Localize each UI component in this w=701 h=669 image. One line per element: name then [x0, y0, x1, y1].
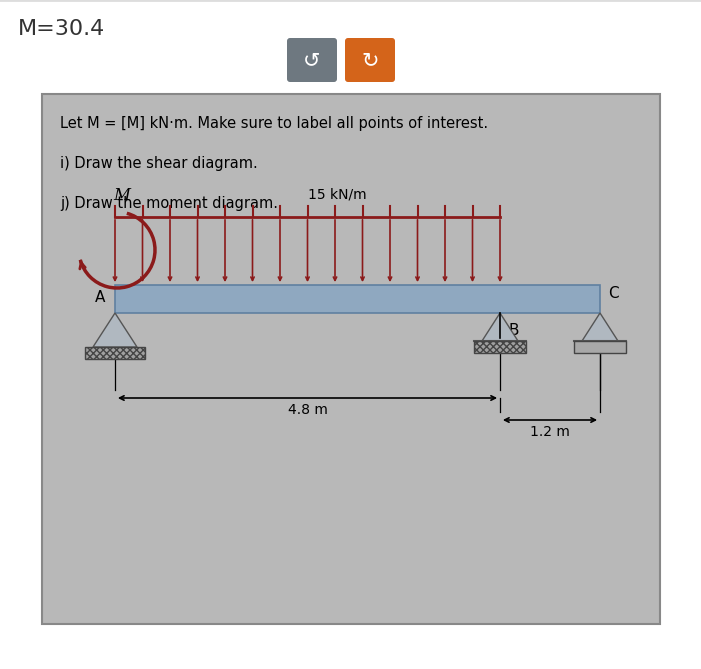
FancyBboxPatch shape	[287, 38, 337, 82]
Bar	[115, 285, 600, 313]
Text: Let M = [M] kN·m. Make sure to label all points of interest.: Let M = [M] kN·m. Make sure to label all…	[60, 116, 488, 131]
Bar	[574, 341, 626, 353]
Text: 1.2 m: 1.2 m	[530, 425, 570, 439]
Bar	[474, 341, 526, 353]
Text: B: B	[508, 323, 519, 338]
FancyBboxPatch shape	[345, 38, 395, 82]
Text: A: A	[95, 290, 105, 304]
Text: C: C	[608, 286, 618, 302]
Text: i) Draw the shear diagram.: i) Draw the shear diagram.	[60, 156, 258, 171]
Bar	[42, 94, 660, 624]
Text: M: M	[114, 187, 130, 204]
Text: ↻: ↻	[361, 50, 379, 70]
Text: 4.8 m: 4.8 m	[287, 403, 327, 417]
Text: j) Draw the moment diagram.: j) Draw the moment diagram.	[60, 196, 278, 211]
Polygon shape	[482, 313, 518, 341]
Text: 15 kN/m: 15 kN/m	[308, 187, 367, 201]
Text: M=30.4: M=30.4	[18, 19, 105, 39]
Text: ↺: ↺	[304, 50, 321, 70]
Polygon shape	[93, 313, 137, 347]
Polygon shape	[582, 313, 618, 341]
Bar	[85, 347, 145, 359]
